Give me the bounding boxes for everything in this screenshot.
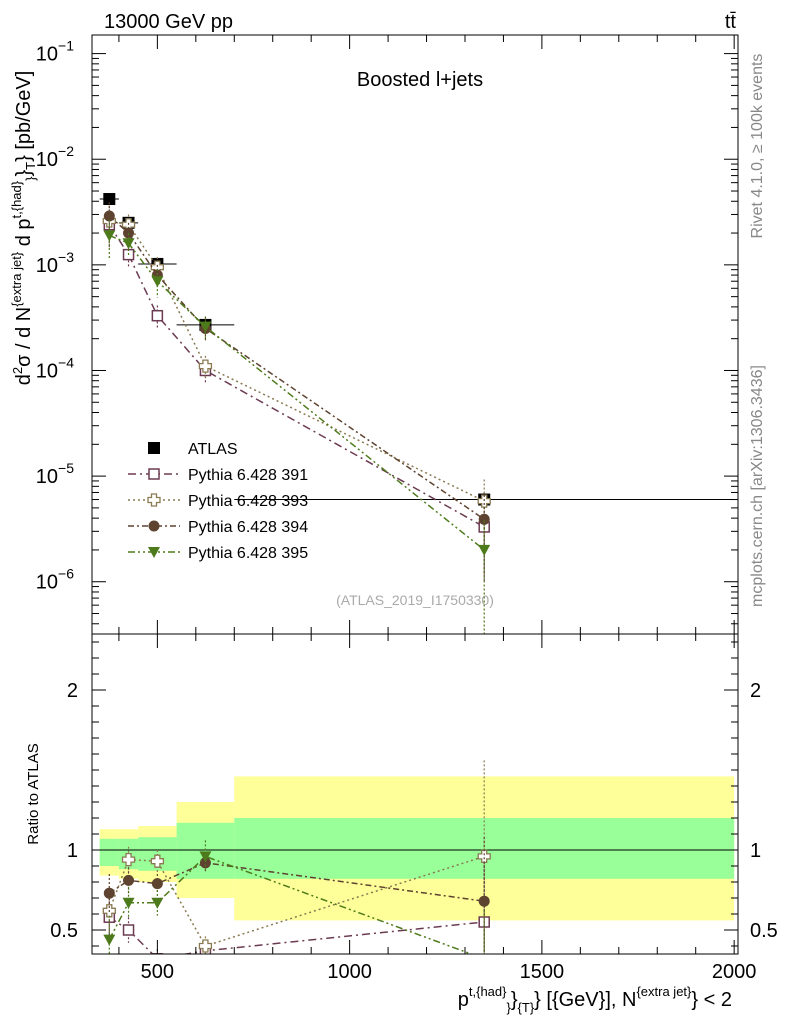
ratio-point <box>150 854 165 868</box>
ratio-y-tick-label: 1 <box>67 840 78 862</box>
y-tick-label: 10−5 <box>36 460 74 488</box>
ratio-frame <box>91 633 739 955</box>
y-tick-label: 10−3 <box>36 249 74 277</box>
ratio-x-tick-label: 2000 <box>712 961 757 983</box>
series-point <box>477 494 491 508</box>
main-panel: 10−610−510−410−310−210−1 Boosted l+jets … <box>9 34 739 635</box>
ratio-panel: 0.5 0.5 1 1 2 2 500 1000 1500 2000 Ratio to ATLAS… <box>25 633 778 1015</box>
legend-label: Pythia 6.428 395 <box>188 545 308 562</box>
series-line <box>109 220 485 502</box>
series-point <box>478 544 491 556</box>
ratio-y-tick-label: 2 <box>67 680 78 702</box>
ratio-series-3 <box>103 840 491 954</box>
ratio-y-tick-label: 0.5 <box>50 920 78 942</box>
ratio-xlabel: pt,{had}}}{T}} [{GeV}], N{extra jet}} < … <box>458 984 732 1015</box>
series-point <box>151 309 164 322</box>
legend-label: Pythia 6.428 393 <box>188 493 308 510</box>
legend-entry: Pythia 6.428 394 <box>128 519 308 536</box>
rivet-label: Rivet 4.1.0, ≥ 100k events <box>749 54 766 239</box>
ratio-y-tick-label-right: 1 <box>750 840 761 862</box>
series-line <box>108 215 485 520</box>
ratio-series-2 <box>103 837 490 954</box>
analysis-watermark: (ATLAS_2019_I1750330) <box>336 592 494 608</box>
legend-marker <box>148 442 160 454</box>
legend-entry: Pythia 6.428 391 <box>128 467 308 484</box>
legend-label: Pythia 6.428 391 <box>188 467 308 484</box>
ratio-point <box>478 895 490 907</box>
ratio-point <box>151 897 164 909</box>
ratio-line <box>108 916 485 954</box>
ratio-ylabel: Ratio to ATLAS <box>25 743 42 844</box>
legend-marker <box>148 547 160 558</box>
y-tick-label: 10−2 <box>36 143 74 171</box>
ratio-point <box>198 939 213 953</box>
ratio-point <box>478 953 491 954</box>
legend-label: ATLAS <box>188 441 238 458</box>
ratio-point <box>103 887 115 899</box>
legend: ATLAS Pythia 6.428 391 Pythia 6.428 393 Pyt… <box>128 441 308 562</box>
ratio-point <box>199 851 212 863</box>
ratio-point <box>103 934 116 946</box>
legend-marker <box>148 520 160 532</box>
ratio-point <box>199 857 211 869</box>
y-tick-label: 10−4 <box>36 354 74 382</box>
header-right: tt̄ <box>725 11 737 33</box>
ratio-point <box>151 878 163 890</box>
ratio-x-tick-label: 1500 <box>520 961 565 983</box>
ratio-point <box>477 849 491 864</box>
main-title: Boosted l+jets <box>357 69 483 91</box>
legend-entry: ATLAS <box>148 441 238 458</box>
series-point <box>122 238 135 250</box>
legend-marker <box>147 493 161 507</box>
uncertainty-band-inner <box>99 838 119 866</box>
legend-label: Pythia 6.428 394 <box>188 519 308 536</box>
ratio-y-tick-label-right: 0.5 <box>750 920 778 942</box>
series-point <box>198 359 213 373</box>
series-point <box>151 276 164 288</box>
mcplots-label: mcplots.cern.ch [arXiv:1306.3436] <box>749 365 766 607</box>
legend-marker <box>148 468 160 480</box>
y-tick-label: 10−6 <box>36 566 74 594</box>
ratio-x-tick-label: 1000 <box>327 961 372 983</box>
atlas-point <box>103 193 116 206</box>
ratio-point <box>122 924 135 936</box>
main-ylabel: d2σ / d N{extra jet} d pt,{had}}}T} [pb/… <box>9 71 38 386</box>
ratio-x-tick-label: 500 <box>141 961 174 983</box>
legend-entry: Pythia 6.428 393 <box>128 493 308 510</box>
ratio-point <box>122 897 135 909</box>
series-point <box>103 230 116 242</box>
ratio-line <box>108 855 485 947</box>
ratio-point <box>121 852 136 867</box>
legend-entry: Pythia 6.428 395 <box>128 545 308 562</box>
y-tick-label: 10−1 <box>36 38 74 66</box>
series-point <box>103 210 115 222</box>
series-0 <box>99 193 735 506</box>
series-4 <box>103 219 491 634</box>
header-left: 13000 GeV pp <box>104 11 233 33</box>
ratio-point <box>123 874 135 886</box>
series-point <box>478 513 490 525</box>
ratio-y-tick-label-right: 2 <box>750 680 761 702</box>
series-point <box>199 321 212 333</box>
